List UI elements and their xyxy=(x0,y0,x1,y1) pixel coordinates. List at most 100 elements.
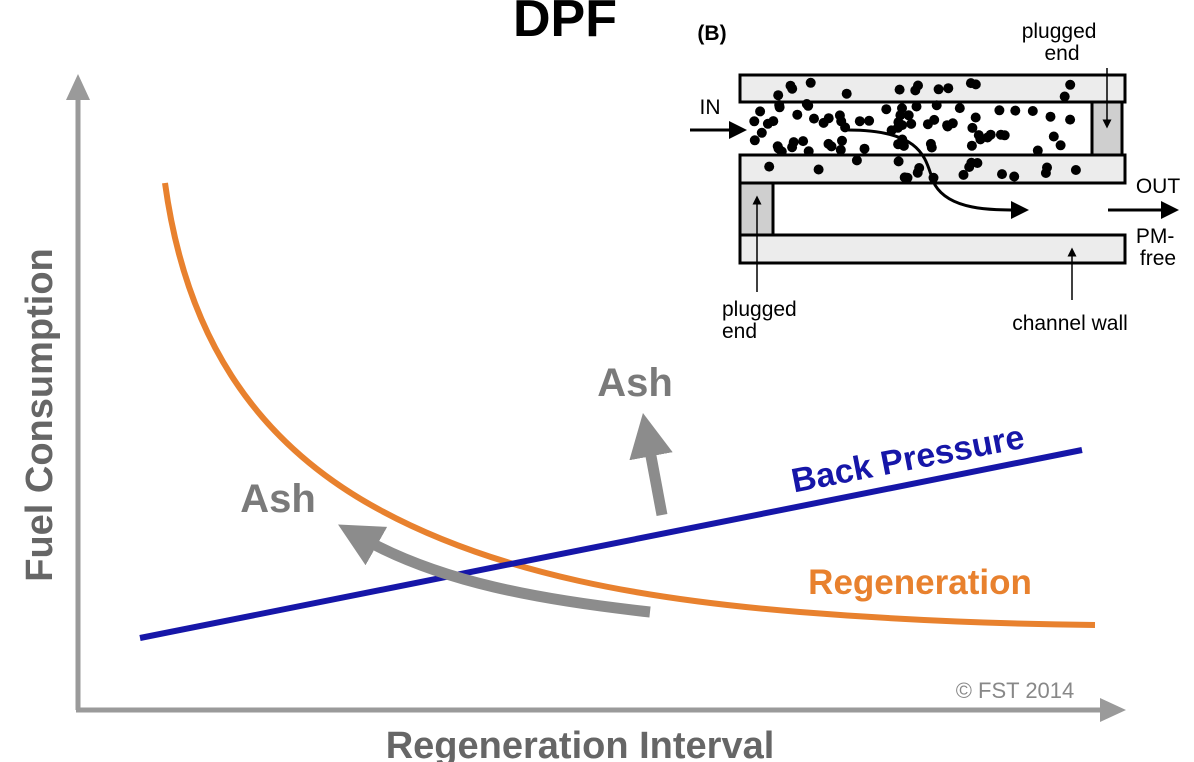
particle xyxy=(1032,145,1043,156)
particle xyxy=(764,161,775,172)
particle xyxy=(1010,105,1021,116)
particle xyxy=(958,169,969,180)
particle xyxy=(967,122,978,133)
particle xyxy=(997,169,1007,180)
particle xyxy=(995,129,1006,140)
particle xyxy=(836,116,847,127)
particle xyxy=(942,121,953,132)
particle xyxy=(1045,111,1056,122)
particle xyxy=(756,127,767,138)
particle xyxy=(970,79,981,90)
ash-arrow-up xyxy=(629,412,673,517)
x-axis-label: Regeneration Interval xyxy=(386,725,775,762)
particle xyxy=(823,113,834,124)
particle xyxy=(798,136,809,147)
particle xyxy=(823,138,834,149)
particle xyxy=(772,141,783,152)
label-line: plugged xyxy=(1022,20,1097,43)
particle xyxy=(931,100,942,111)
particle xyxy=(805,77,816,88)
particle xyxy=(897,103,907,114)
particle xyxy=(749,135,760,146)
channel-wall xyxy=(738,233,1127,265)
back-pressure-label: Back Pressure xyxy=(788,418,1027,500)
label-line: end xyxy=(1044,42,1079,65)
panel-label: (B) xyxy=(697,22,726,45)
in-label: IN xyxy=(700,96,721,119)
particle xyxy=(1009,171,1020,182)
particle xyxy=(966,140,977,151)
channel-wall-label: channel wall xyxy=(1012,312,1128,335)
particle xyxy=(1070,165,1081,175)
particle xyxy=(864,115,875,126)
particle xyxy=(835,144,846,155)
particle xyxy=(994,105,1005,116)
particle xyxy=(893,117,904,128)
particle xyxy=(749,116,760,127)
particles xyxy=(749,77,1081,183)
particle xyxy=(851,155,862,166)
pm-free-label: PM- free xyxy=(1136,225,1180,270)
particle xyxy=(755,106,766,117)
ash-label: Ash xyxy=(597,361,673,405)
particle xyxy=(911,101,922,112)
plugged-end-label: plugged end xyxy=(722,298,803,343)
particle xyxy=(985,129,996,140)
label-line: PM- xyxy=(1136,225,1175,248)
particle xyxy=(792,109,803,120)
particle xyxy=(972,158,983,168)
back-pressure-line xyxy=(139,447,1083,641)
particle xyxy=(933,84,944,95)
particle xyxy=(841,88,852,99)
particle xyxy=(1059,91,1070,102)
particle xyxy=(894,84,905,95)
particle xyxy=(943,83,954,94)
particle xyxy=(854,116,865,127)
particle xyxy=(1065,114,1076,125)
particle xyxy=(801,99,812,109)
label-line: end xyxy=(722,320,757,343)
particle xyxy=(787,83,798,94)
particle xyxy=(954,103,965,114)
particle xyxy=(1055,140,1066,151)
particle xyxy=(1027,106,1038,116)
particle xyxy=(1048,131,1059,142)
particle xyxy=(970,112,981,123)
title: DPF xyxy=(513,0,617,48)
inset: (B) plugged end IN OUT PM- free plugged … xyxy=(690,20,1180,343)
particle xyxy=(914,163,925,173)
x-axis-arrow xyxy=(1100,698,1126,722)
particle xyxy=(903,110,914,121)
regeneration-curve xyxy=(162,182,1096,628)
particle xyxy=(813,164,824,175)
particle xyxy=(803,146,814,157)
out-label: OUT xyxy=(1136,175,1181,198)
particle xyxy=(1065,79,1076,90)
particle xyxy=(893,156,904,167)
particle xyxy=(809,113,819,124)
plugged-end-label: plugged end xyxy=(1022,20,1103,65)
regeneration-label: Regeneration xyxy=(808,563,1032,602)
label-line: free xyxy=(1140,247,1176,270)
particle xyxy=(1040,168,1051,178)
copyright: © FST 2014 xyxy=(956,678,1075,703)
particle xyxy=(859,143,870,154)
ash-arrow-curved xyxy=(338,524,651,618)
axes xyxy=(66,74,1126,722)
particle xyxy=(773,90,784,101)
y-axis-label: Fuel Consumption xyxy=(19,248,61,582)
particle xyxy=(922,119,933,130)
particle xyxy=(768,116,779,127)
particle xyxy=(926,142,937,153)
flow-arrow xyxy=(847,128,1029,219)
particle xyxy=(902,172,913,183)
particle xyxy=(881,104,892,115)
ash-label: Ash xyxy=(240,477,316,521)
particle xyxy=(906,118,917,129)
y-axis-arrow xyxy=(66,74,90,100)
label-line: plugged xyxy=(722,298,797,321)
particle xyxy=(787,142,798,153)
particle xyxy=(837,135,847,146)
particle xyxy=(913,80,923,91)
